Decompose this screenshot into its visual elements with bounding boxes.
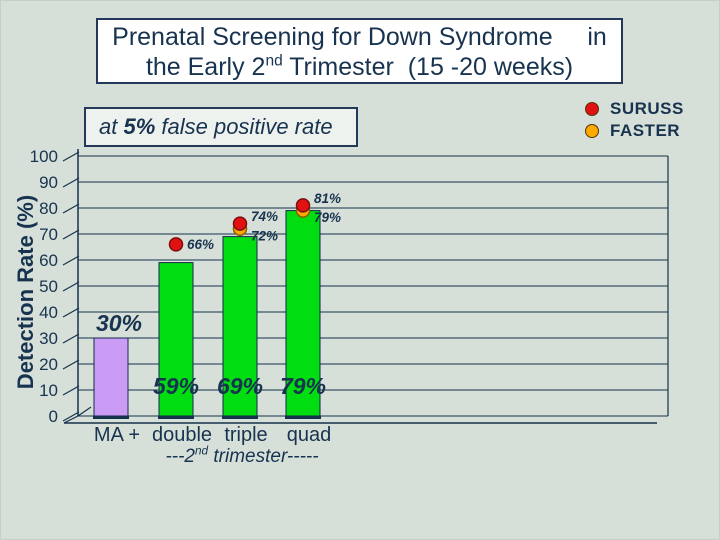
floor-left-connector [63,415,79,424]
legend-item-faster: FASTER [585,120,684,142]
faster-point-label-quad: 79% [314,210,341,225]
y-tick-label: 80 [39,199,58,218]
x-axis-label-quad: quad [286,424,332,446]
y-tick-label: 50 [39,277,58,296]
y-tick [62,255,80,266]
superscript-nd: nd [265,52,283,70]
y-tick-label: 100 [30,147,58,166]
chart-subtitle: at 5% false positive rate [84,107,358,147]
y-tick [62,307,80,318]
x-axis-label-triple: triple [224,424,268,446]
legend-label: SURUSS [610,99,684,118]
suruss-point-label-triple: 74% [251,209,278,224]
slide-title: Prenatal Screening for Down Syndrome in … [96,18,623,84]
x-axis-labels: MA + double triple quad [0,424,720,448]
x-axis-label-ma: MA + [93,424,141,446]
suruss-marker-triple [232,216,248,231]
bar-label-triple: 69% [217,373,263,399]
x-axis-note: ---2nd trimester----- [165,444,319,467]
bar-ma [93,337,129,417]
faster-dot-icon [585,124,599,138]
slide-title-line1: Prenatal Screening for Down Syndrome in [112,23,607,51]
y-tick [62,281,80,292]
faster-point-label-triple: 72% [251,228,278,243]
y-tick [62,333,80,344]
y-tick-label: 0 [49,407,58,426]
y-tick [62,229,80,240]
y-tick [62,177,80,188]
legend-label: FASTER [610,121,681,140]
bar-label-quad: 79% [280,373,326,399]
x-axis-label-double: double [151,424,213,446]
y-tick-label: 30 [39,329,58,348]
y-tick-label: 40 [39,303,58,322]
y-tick [62,151,80,162]
bar-double [158,262,194,417]
y-tick-label: 20 [39,355,58,374]
suruss-marker-double [168,237,184,252]
y-tick-label: 90 [39,173,58,192]
bar-quad [285,210,321,417]
y-tick [62,385,80,396]
y-tick-label: 10 [39,381,58,400]
bar-label-ma: 30% [96,310,142,336]
suruss-dot-icon [585,102,599,116]
y-tick [62,359,80,370]
y-tick [62,203,80,214]
bar-triple [222,236,258,417]
y-tick [62,411,80,422]
suruss-marker-quad [295,198,311,213]
slide-title-line2: the Early 2nd Trimester (15 -20 weeks) [145,52,574,81]
floor-depth-edge [77,406,92,417]
suruss-point-label-double: 66% [187,237,214,252]
legend-item-suruss: SURUSS [585,98,684,120]
chart-legend: SURUSS FASTER [585,98,684,142]
y-tick-label: 60 [39,251,58,270]
y-tick-label: 70 [39,225,58,244]
bar-label-double: 59% [153,373,199,399]
suruss-point-label-quad: 81% [314,191,341,206]
